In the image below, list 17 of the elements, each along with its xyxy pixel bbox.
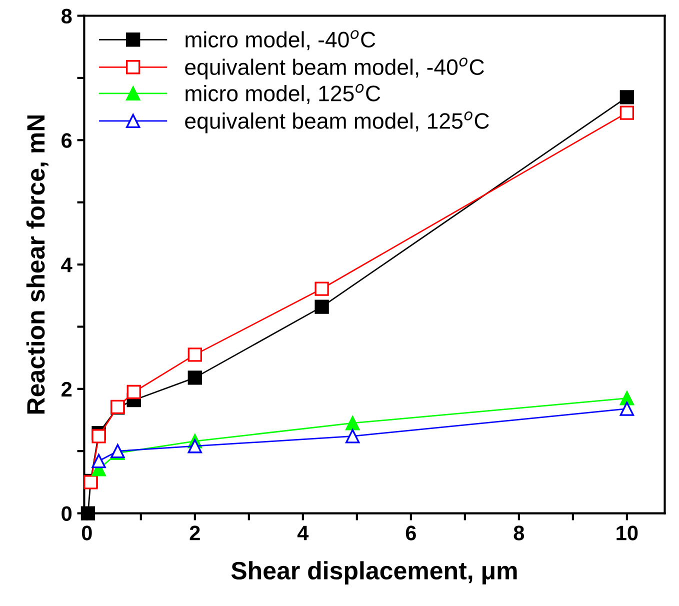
y-axis-title: Reaction shear force, mN [26,115,48,414]
x-tick-label: 2 [190,526,200,540]
x-tick-label: 6 [406,526,416,540]
y-tick-label: 4 [61,258,72,272]
x-tick-label: 4 [297,526,309,540]
legend-label: micro model, 125$^{o}$C [186,84,380,104]
x-tick-label: 10 [616,526,638,540]
y-tick-label: 2 [62,382,72,396]
legend-label: equivalent beam model, -40$^{o}$C [185,58,484,80]
x-tick-label: 0 [82,526,92,540]
y-tick-label: 6 [62,133,72,148]
legend-label: equivalent beam model, 125$^{o}$C [185,111,489,134]
x-axis-title: Shear displacement, μm [231,561,517,584]
legend-label: micro model, -40$^{o}$C [186,30,376,50]
y-tick-label: 8 [61,8,72,24]
y-tick-label: 0 [62,506,72,522]
x-tick-label: 8 [514,526,524,540]
